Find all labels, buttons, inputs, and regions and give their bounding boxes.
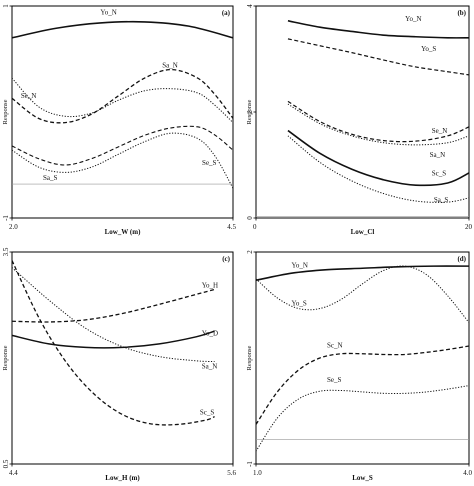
- y-axis-title: Response: [2, 99, 9, 124]
- x-axis-title: Low_W (m): [105, 228, 142, 236]
- y-tick-label: 2: [246, 250, 254, 254]
- x-tick-label: 0: [253, 223, 257, 231]
- x-tick-label: 4.5: [227, 223, 236, 231]
- y-axis-title: Response: [246, 345, 253, 370]
- y-tick-label: 0: [246, 216, 254, 220]
- x-tick-label: 2.0: [9, 223, 18, 231]
- series-label: Sa_S: [434, 196, 449, 204]
- series-label: Yo_H: [202, 281, 218, 289]
- series-label: Se_S: [327, 376, 342, 384]
- series-line-se-n: [287, 100, 470, 143]
- panel-c: (c) 4.4 5.6 0.5 3.5 Low_H (m) Response Yo_H Yo_D…: [2, 247, 237, 482]
- series-line-se-s: [255, 385, 470, 452]
- series-label: Se_S: [202, 159, 217, 167]
- series-label: Yo_S: [421, 45, 436, 53]
- series-line-yo-d: [11, 330, 215, 349]
- y-tick-label: 3.5: [2, 247, 10, 256]
- series-label: Sa_N: [162, 61, 178, 69]
- panel-label: (d): [457, 255, 466, 263]
- y-tick-label: -1: [246, 461, 254, 467]
- y-tick-label: 1: [2, 4, 10, 8]
- series-line-yo-n: [255, 265, 470, 282]
- x-tick-label: 4.0: [463, 469, 472, 477]
- series-label: Sc_S: [432, 170, 447, 178]
- series-line-se-n: [11, 77, 234, 123]
- series-line-yo-n: [11, 20, 234, 39]
- plot-frame: [11, 251, 234, 465]
- series-label: Sa_N: [202, 363, 218, 371]
- panel-d: (d) 1.0 4.0 -1 2 Low_S Response Yo_N Yo_S Sc_N Se_…: [246, 250, 473, 482]
- series-line-sa-s: [287, 135, 470, 203]
- series-label: Yo_N: [405, 15, 421, 23]
- series-line-sa-n: [11, 68, 234, 124]
- y-tick-label: 0.5: [2, 459, 10, 468]
- x-tick-label: 1.0: [253, 469, 262, 477]
- panel-label: (b): [457, 9, 466, 17]
- y-tick-label: 2: [246, 110, 254, 114]
- plot-frame: [255, 251, 470, 465]
- series-line-se-s: [11, 125, 234, 166]
- series-label: Sa_N: [430, 151, 446, 159]
- series-label: Se_N: [432, 127, 448, 135]
- series-label: Yo_S: [292, 300, 307, 308]
- plot-frame: [11, 5, 234, 219]
- panel-label: (c): [222, 255, 230, 263]
- series-line-yo-s: [255, 265, 470, 323]
- series-label: Sa_S: [43, 174, 58, 182]
- series-line-sa-s: [11, 132, 234, 189]
- series-line-sc-s: [11, 260, 215, 426]
- x-axis-title: Low_Cl: [351, 228, 375, 236]
- series-label: Yo_D: [202, 329, 218, 337]
- y-axis-title: Response: [2, 345, 9, 370]
- y-tick-label: 4: [246, 4, 254, 8]
- panel-b: (b) 0 20 0 2 4 Low_Cl Response Yo_N Yo_S Se_N Sa_N S…: [246, 4, 473, 236]
- y-tick-label: -1: [2, 215, 10, 221]
- x-tick-label: 20: [465, 223, 473, 231]
- series-line-sc-s: [287, 129, 470, 187]
- x-axis-title: Low_H (m): [105, 474, 140, 482]
- series-line-sa-n: [287, 103, 470, 146]
- series-label: Yo_N: [292, 262, 308, 270]
- series-line-sc-n: [255, 345, 470, 425]
- series-label: Yo_N: [100, 8, 116, 16]
- series-label: Sc_N: [327, 341, 343, 349]
- series-label: Sc_S: [200, 409, 215, 417]
- panel-label: (a): [222, 9, 231, 17]
- series-line-yo-s: [287, 38, 470, 76]
- x-tick-label: 4.4: [9, 469, 18, 477]
- x-tick-label: 5.6: [227, 469, 236, 477]
- panel-a: (a) 2.0 4.5 -1 1 Low_W (m) Response Yo_N Sa_N Se_…: [2, 4, 237, 236]
- series-line-yo-h: [11, 288, 215, 323]
- x-axis-title: Low_S: [352, 474, 373, 482]
- series-line-yo-n: [287, 20, 470, 39]
- series-label: Se_N: [21, 92, 37, 100]
- y-axis-title: Response: [246, 99, 253, 124]
